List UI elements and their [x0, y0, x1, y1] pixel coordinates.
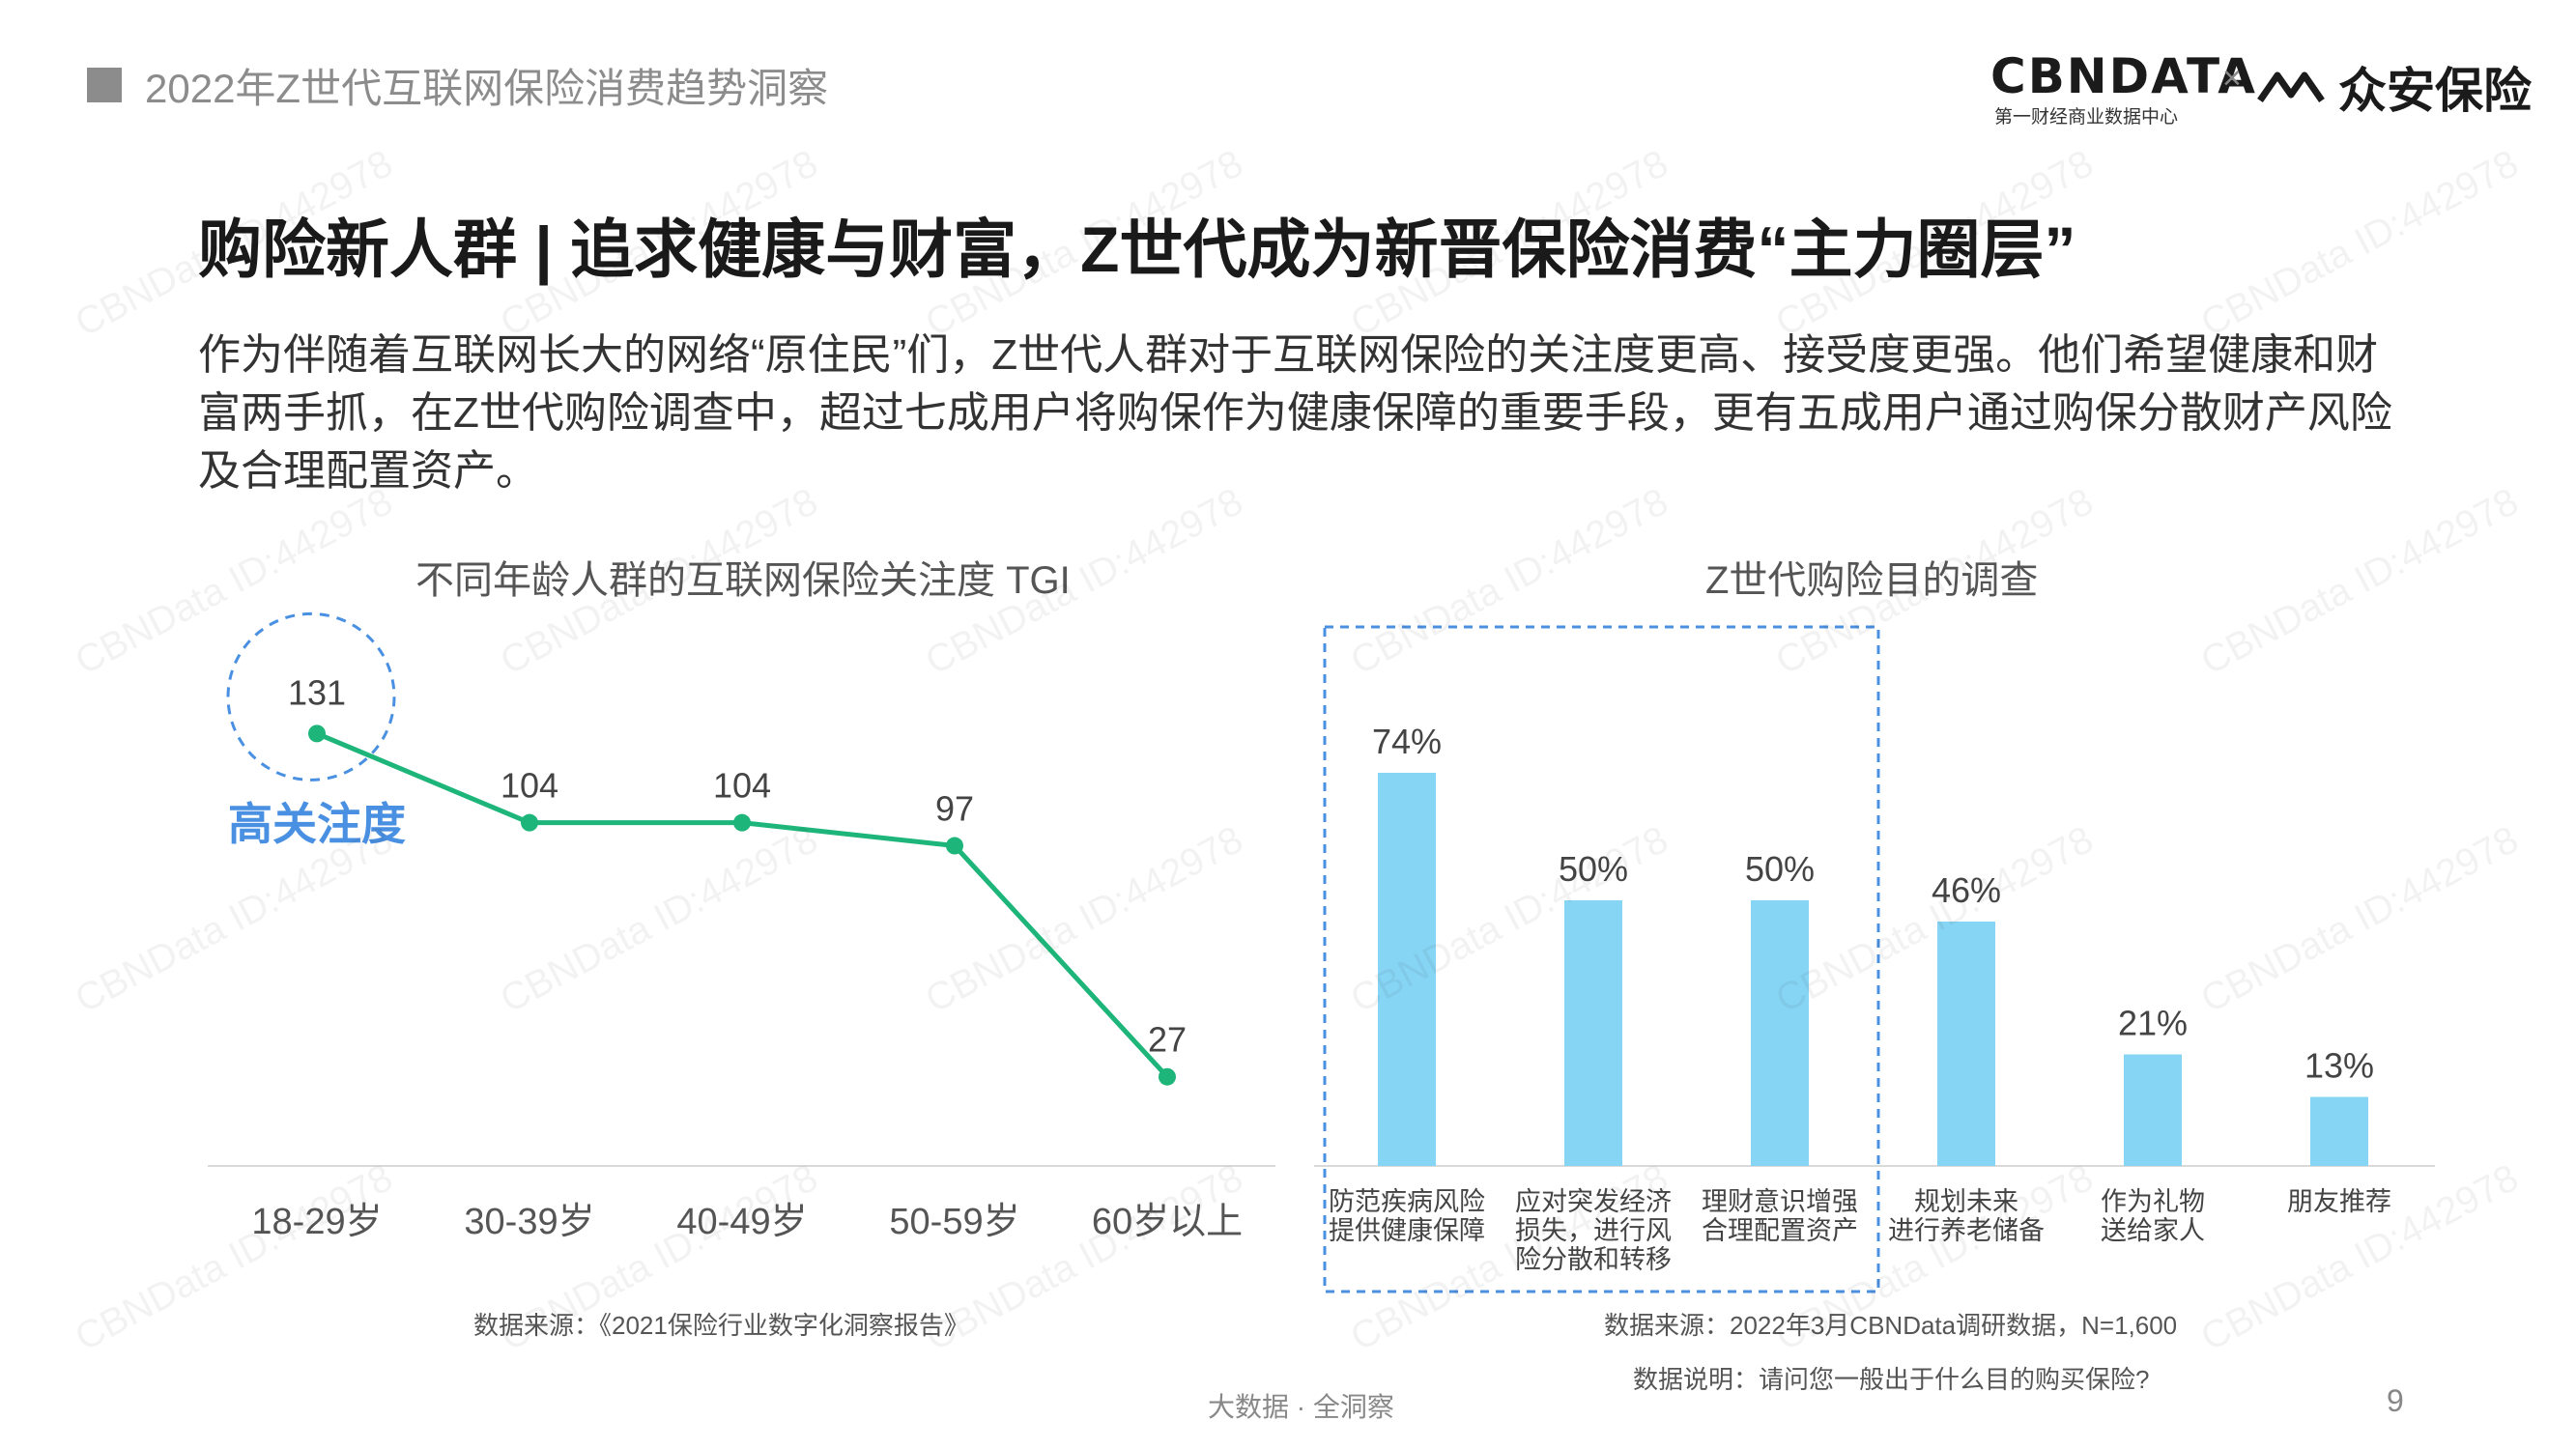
purpose-data-label: 50%	[1559, 849, 1628, 889]
purpose-bar	[1564, 900, 1622, 1166]
tgi-point	[308, 724, 326, 743]
tgi-point	[946, 837, 963, 855]
tgi-point	[1159, 1067, 1176, 1086]
left-chart-source: 数据来源：《2021保险行业数字化洞察报告》	[473, 1311, 969, 1340]
purpose-data-label: 13%	[2304, 1046, 2374, 1086]
purpose-bar	[2310, 1096, 2368, 1166]
right-chart-note: 数据说明：请问您一般出于什么目的购买保险?	[1633, 1365, 2150, 1394]
age-group-label: 60岁以上	[1092, 1202, 1243, 1242]
zhongan-mountain-icon	[2257, 71, 2325, 102]
tgi-data-label: 104	[501, 766, 558, 806]
purpose-data-label: 50%	[1745, 849, 1815, 889]
cbndata-logo: CBNDATA	[1990, 48, 2257, 104]
purpose-category-label: 朋友推荐	[2287, 1187, 2391, 1216]
right-chart-source: 数据来源：2022年3月CBNData调研数据，N=1,600	[1604, 1311, 2178, 1340]
right-chart-title: Z世代购险目的调查	[1705, 559, 2039, 602]
tgi-point	[521, 813, 538, 832]
header-square-icon	[87, 68, 122, 102]
left-chart-title: 不同年龄人群的互联网保险关注度 TGI	[415, 559, 1071, 602]
tgi-data-label: 131	[288, 672, 346, 712]
purpose-category-label: 作为礼物送给家人	[2101, 1187, 2205, 1245]
headline: 购险新人群 | 追求健康与财富，Z世代成为新晋保险消费“主力圈层”	[198, 213, 2076, 285]
age-group-label: 50-59岁	[889, 1202, 1019, 1242]
purpose-data-label: 21%	[2118, 1004, 2188, 1043]
zhongan-logo: 众安保险	[2338, 64, 2532, 118]
report-title: 2022年Z世代互联网保险消费趋势洞察	[145, 66, 829, 111]
tgi-point	[733, 813, 751, 832]
highlight-label: 高关注度	[228, 799, 406, 850]
body-text: 作为伴随着互联网长大的网络“原住民”们，Z世代人群对于互联网保险的关注度更高、接…	[198, 331, 2392, 495]
age-group-label: 40-49岁	[676, 1202, 807, 1242]
logo-separator: ×	[2222, 60, 2242, 97]
purpose-category-label: 理财意识增强合理配置资产	[1702, 1187, 1858, 1245]
age-group-label: 18-29岁	[251, 1202, 382, 1242]
purpose-bar-chart: 74% 防范疾病风险提供健康保障 50% 应对突发经济损失，进行风险分散和转移 50% 理…	[1314, 625, 2435, 1293]
purpose-data-label: 46%	[1932, 870, 2001, 910]
brand-logos: CBNDATA 第一财经商业数据中心 × 众安保险	[1990, 48, 2532, 128]
age-group-label: 30-39岁	[464, 1202, 594, 1242]
purpose-bar	[1378, 773, 1436, 1166]
purpose-bar	[2124, 1054, 2182, 1166]
purpose-category-label: 防范疾病风险提供健康保障	[1329, 1187, 1485, 1245]
cbndata-logo-subtitle: 第一财经商业数据中心	[1994, 107, 2179, 128]
tgi-line-chart: 131 18-29岁 104 30-39岁 104 40-49岁 97 50-59岁 27 60岁…	[208, 611, 1275, 1242]
purpose-data-label: 74%	[1372, 722, 1442, 761]
purpose-category-label: 规划未来进行养老储备	[1888, 1187, 2045, 1245]
tgi-data-label: 97	[935, 789, 974, 829]
highlight-box	[1323, 625, 1880, 1293]
tgi-data-label: 104	[713, 766, 771, 806]
footer-slogan: 大数据 · 全洞察	[1208, 1392, 1394, 1422]
page-number: 9	[2387, 1383, 2404, 1418]
watermark-text: CBNData ID:442978	[2193, 142, 2526, 346]
purpose-category-label: 应对突发经济损失，进行风险分散和转移	[1515, 1187, 1672, 1274]
purpose-bar	[1751, 900, 1809, 1166]
purpose-bar	[1937, 922, 1995, 1166]
tgi-data-label: 27	[1148, 1020, 1187, 1060]
